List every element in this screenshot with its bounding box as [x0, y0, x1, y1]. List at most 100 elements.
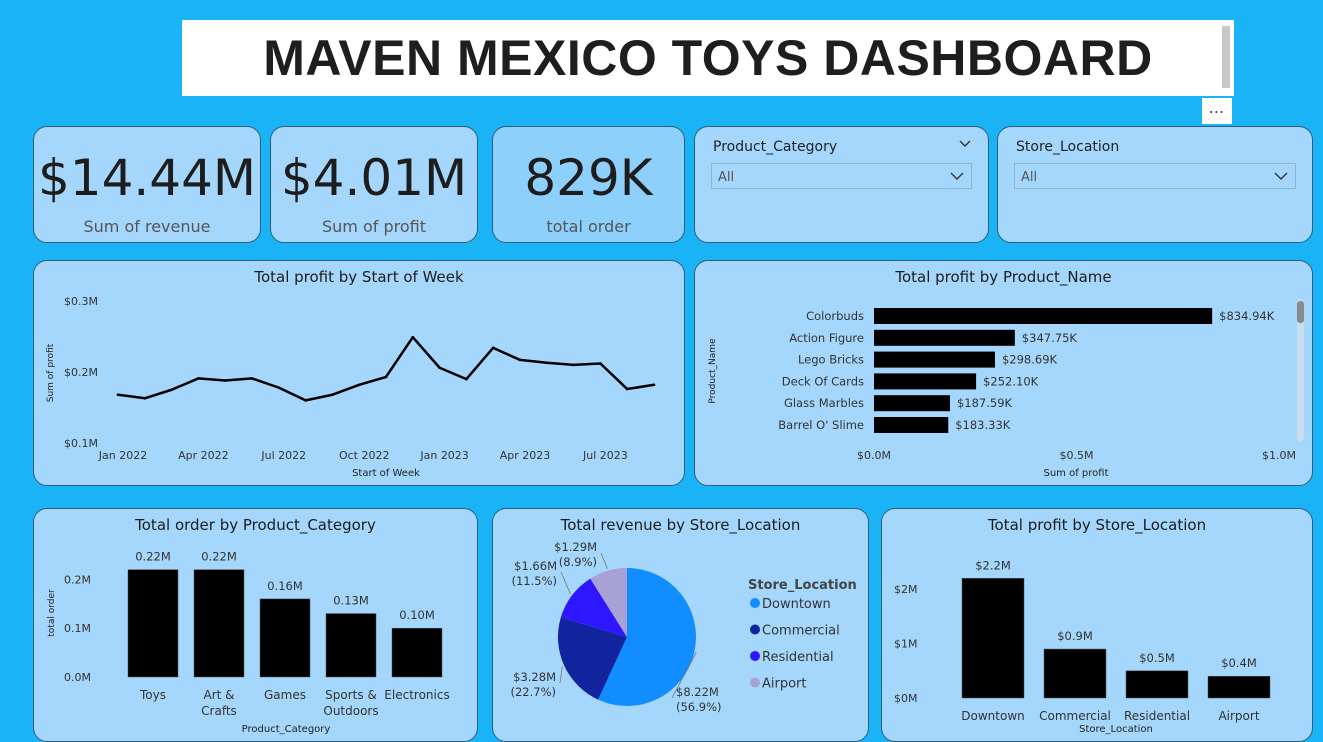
- more-options-button[interactable]: ⋯: [1202, 98, 1232, 124]
- category-label: Crafts: [201, 704, 237, 718]
- legend-item: Commercial: [762, 624, 840, 639]
- pie-slice: [558, 617, 627, 700]
- data-point: [116, 393, 120, 397]
- kpi-label: Sum of profit: [322, 217, 426, 236]
- dropdown-value: All: [718, 170, 735, 185]
- pie-chart: Store_Location $8.22M(56.9%) $3.28M(22.7%…: [510, 540, 856, 714]
- chart-card-profit-by-product[interactable]: Total profit by Product_Name Product_Nam…: [694, 260, 1313, 486]
- kpi-value: $4.01M: [280, 149, 468, 207]
- chevron-down-icon[interactable]: [958, 137, 972, 151]
- legend-marker: [750, 624, 760, 635]
- data-label: $183.33K: [955, 418, 1011, 432]
- y-tick-label: $0.3M: [64, 295, 98, 308]
- data-point: [384, 375, 388, 379]
- chart-title: Total revenue by Store_Location: [560, 516, 801, 534]
- data-point: [545, 361, 549, 365]
- data-label: 0.16M: [267, 579, 303, 593]
- legend-marker: [750, 677, 760, 688]
- x-tick-label: Oct 2022: [339, 449, 390, 462]
- x-tick-label: $0.0M: [857, 449, 891, 462]
- data-point: [652, 383, 656, 387]
- legend-item: Downtown: [762, 597, 831, 612]
- leader-line: [560, 571, 571, 595]
- data-label: $0.5M: [1139, 651, 1175, 665]
- bar: [961, 578, 1025, 699]
- x-tick-label: Jan 2023: [419, 449, 468, 462]
- kpi-label: Sum of revenue: [83, 217, 211, 236]
- scrollbar-thumb[interactable]: [1297, 301, 1304, 323]
- data-label: 0.13M: [333, 594, 369, 608]
- data-point: [357, 383, 361, 387]
- bar: [1207, 675, 1271, 699]
- kpi-card-orders[interactable]: 829K total order: [492, 126, 685, 243]
- category-label: Glass Marbles: [784, 396, 864, 410]
- chart-card-revenue-by-location[interactable]: Total revenue by Store_Location Store_Lo…: [492, 508, 869, 742]
- scrollbar-track[interactable]: [1297, 299, 1304, 441]
- chart-card-profit-by-week[interactable]: Total profit by Start of Week Sum of pro…: [33, 260, 685, 486]
- data-label: $298.69K: [1002, 353, 1058, 367]
- data-point: [518, 358, 522, 362]
- kpi-value: 829K: [524, 149, 653, 207]
- data-label: $0.4M: [1221, 656, 1257, 670]
- legend-item: Residential: [762, 650, 834, 665]
- data-label: 0.22M: [135, 550, 171, 564]
- category-label: Downtown: [961, 709, 1024, 723]
- data-point: [331, 393, 334, 397]
- bar-chart: Product_Name Sum of profit Colorbuds $834…: [708, 299, 1304, 479]
- data-point: [465, 377, 468, 381]
- data-point: [491, 346, 495, 350]
- chart-card-orders-by-category[interactable]: Total order by Product_Category total or…: [33, 508, 478, 742]
- category-label: Colorbuds: [806, 309, 864, 323]
- bar: [1125, 670, 1189, 699]
- y-tick-label: $0.2M: [64, 366, 98, 379]
- y-tick-label: $0.1M: [64, 437, 98, 450]
- chevron-down-icon: [950, 172, 964, 180]
- data-point: [250, 377, 254, 380]
- slicer-product-category: Product_Category All: [694, 126, 989, 243]
- data-label: $252.10K: [983, 374, 1039, 388]
- x-tick-label: Jan 2022: [98, 449, 147, 462]
- category-label: Residential: [1124, 709, 1190, 723]
- title-scrollbar[interactable]: [1222, 26, 1230, 88]
- data-label: 0.10M: [399, 608, 435, 622]
- leader-line: [600, 552, 608, 569]
- data-label: $0.9M: [1057, 629, 1093, 643]
- category-label: Action Figure: [789, 331, 864, 345]
- data-point: [599, 362, 602, 365]
- category-label: Lego Bricks: [798, 353, 864, 367]
- kpi-card-profit[interactable]: $4.01M Sum of profit: [270, 126, 478, 243]
- bar-chart: Store_Location $0M $1M $2M $2.2M Downtown $0.…: [894, 558, 1271, 735]
- slice-value-label: $1.29M: [554, 540, 597, 554]
- slice-percent-label: (56.9%): [676, 700, 722, 714]
- data-point: [625, 387, 629, 391]
- x-tick-label: $1.0M: [1262, 449, 1296, 462]
- bar: [325, 613, 377, 678]
- slice-value-label: $3.28M: [513, 670, 556, 684]
- kpi-value: $14.44M: [37, 149, 257, 207]
- slice-value-label: $8.22M: [676, 685, 719, 699]
- data-label: 0.22M: [201, 550, 237, 564]
- line-chart: Sum of profit Start of Week $0.1M $0.2M $0…: [46, 295, 656, 479]
- slice-percent-label: (11.5%): [511, 574, 557, 588]
- bar: [193, 569, 245, 678]
- pie-slice: [560, 578, 627, 637]
- y-tick-label: $1M: [894, 638, 918, 651]
- x-axis-label: Sum of profit: [1044, 468, 1109, 479]
- y-axis-label: total order: [47, 589, 57, 637]
- slicer-title: Store_Location: [1016, 139, 1120, 155]
- series-line: [117, 335, 655, 402]
- kpi-card-revenue[interactable]: $14.44M Sum of revenue: [33, 126, 261, 243]
- product-category-dropdown[interactable]: All: [711, 163, 972, 189]
- category-label: Art &: [203, 688, 234, 702]
- y-tick-label: 0.1M: [64, 622, 91, 635]
- store-location-dropdown[interactable]: All: [1014, 163, 1296, 189]
- bar: [1043, 648, 1107, 699]
- pie-slice: [590, 568, 627, 637]
- y-axis-label: Product_Name: [708, 338, 718, 404]
- chart-card-profit-by-location[interactable]: Total profit by Store_Location Store_Loc…: [881, 508, 1313, 742]
- chart-title: Total order by Product_Category: [135, 516, 376, 534]
- bar: [127, 569, 179, 678]
- legend-marker: [750, 598, 760, 608]
- data-label: $347.75K: [1022, 331, 1078, 345]
- category-label: Airport: [1218, 709, 1259, 723]
